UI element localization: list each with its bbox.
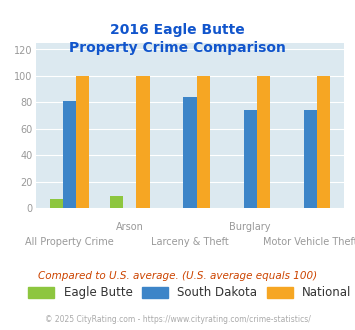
Text: Compared to U.S. average. (U.S. average equals 100): Compared to U.S. average. (U.S. average … <box>38 271 317 281</box>
Bar <box>76 76 89 208</box>
Bar <box>257 76 270 208</box>
Text: Larceny & Theft: Larceny & Theft <box>151 237 229 247</box>
Text: 2016 Eagle Butte: 2016 Eagle Butte <box>110 23 245 37</box>
Text: Arson: Arson <box>116 222 144 232</box>
Text: Burglary: Burglary <box>229 222 271 232</box>
Bar <box>197 76 210 208</box>
Text: Motor Vehicle Theft: Motor Vehicle Theft <box>263 237 355 247</box>
Text: All Property Crime: All Property Crime <box>25 237 114 247</box>
Bar <box>317 76 330 208</box>
Text: © 2025 CityRating.com - https://www.cityrating.com/crime-statistics/: © 2025 CityRating.com - https://www.city… <box>45 315 310 324</box>
Text: Property Crime Comparison: Property Crime Comparison <box>69 41 286 55</box>
Bar <box>304 110 317 208</box>
Bar <box>110 196 123 208</box>
Legend: Eagle Butte, South Dakota, National: Eagle Butte, South Dakota, National <box>28 286 351 299</box>
Bar <box>136 76 149 208</box>
Bar <box>183 97 197 208</box>
Bar <box>50 199 63 208</box>
Bar <box>63 101 76 208</box>
Bar <box>244 110 257 208</box>
